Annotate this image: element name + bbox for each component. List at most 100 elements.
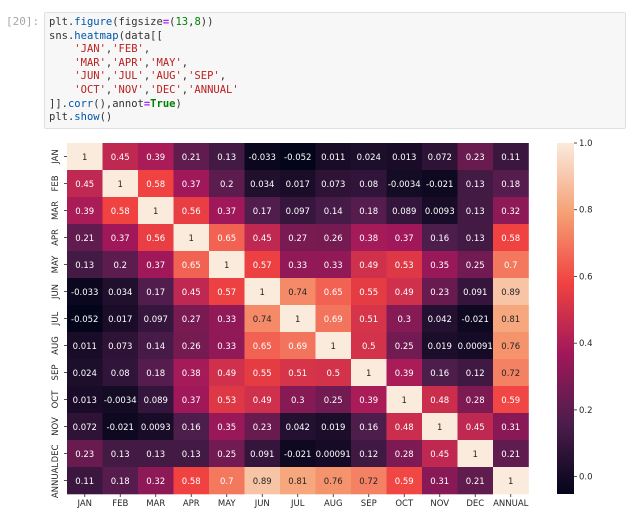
heatmap-cell: [386, 251, 423, 279]
heatmap-cell: [102, 440, 139, 468]
heatmap-cell: [138, 278, 174, 306]
heatmap-cell: [244, 386, 281, 414]
heatmap-cell: [67, 305, 103, 333]
cell-annotation: 0.65: [182, 261, 201, 271]
cell-annotation: -0.0034: [104, 396, 137, 406]
cell-annotation: 0.16: [182, 423, 201, 433]
cell-annotation: 0.31: [430, 477, 449, 487]
heatmap-cell: [67, 197, 103, 225]
cell-annotation: 0.37: [182, 180, 201, 190]
code-line: 'MAR','APR','MAY',: [49, 57, 188, 69]
cell-prompt: [20]:: [6, 15, 40, 28]
cell-annotation: 0.37: [111, 234, 130, 244]
heatmap-cell: [138, 197, 174, 225]
cell-annotation: 0.51: [288, 369, 307, 379]
cell-annotation: 0.097: [286, 207, 310, 217]
cell-annotation: 0.58: [501, 234, 520, 244]
cell-annotation: 0.017: [108, 315, 132, 325]
heatmap-cell: [351, 467, 387, 495]
x-tick-label: JAN: [76, 499, 92, 509]
heatmap-cell: [67, 386, 103, 414]
cell-annotation: 1: [508, 477, 513, 487]
cell-annotation: 0.21: [182, 153, 201, 163]
cell-annotation: 1: [473, 450, 478, 460]
cell-annotation: -0.021: [107, 423, 134, 433]
heatmap-cell: [67, 170, 103, 198]
cell-annotation: 0.55: [359, 288, 378, 298]
heatmap-cell: [280, 224, 316, 252]
cell-annotation: 0.024: [73, 369, 97, 379]
x-tick-label: JUL: [290, 499, 305, 509]
heatmap-chart: 1 0.45 0.39 0.21 0.13 -0.033 -0.052 0.011 0.024 0…: [51, 139, 593, 509]
cell-annotation: 0.042: [428, 315, 452, 325]
heatmap-cell: [138, 332, 174, 360]
code-editor[interactable]: plt.figure(figsize=(13,8)) sns.heatmap(d…: [49, 16, 239, 125]
heatmap-cell: [244, 359, 281, 387]
cell-annotation: 0.00091: [316, 450, 351, 460]
cell-annotation: 1: [295, 315, 300, 325]
cell-annotation: 0.69: [288, 342, 307, 352]
heatmap-cell: [209, 467, 245, 495]
cell-annotation: 0.23: [466, 153, 485, 163]
heatmap-cell: [244, 278, 281, 306]
heatmap-cell: [493, 386, 529, 414]
cell-annotation: 0.45: [466, 423, 485, 433]
heatmap-cell: [457, 278, 494, 306]
heatmap-cell: [280, 413, 316, 441]
cell-annotation: 0.034: [250, 180, 274, 190]
heatmap-cell: [351, 224, 387, 252]
y-tick-label: SEP: [51, 365, 61, 381]
code-token: )): [200, 16, 214, 28]
cell-annotation: 0.58: [182, 477, 201, 487]
heatmap-cell: [351, 143, 387, 171]
cell-annotation: 0.011: [73, 342, 97, 352]
code-token: 'DEC': [150, 83, 182, 96]
heatmap-cell: [173, 143, 210, 171]
heatmap-cell: [386, 413, 423, 441]
cell-annotation: 0.37: [217, 207, 236, 217]
heatmap-cell: [280, 251, 316, 279]
cell-annotation: 0.013: [392, 153, 416, 163]
heatmap-cell: [457, 251, 494, 279]
code-line: plt.figure(figsize=(13,8)): [49, 16, 213, 28]
cell-annotation: 0.39: [395, 369, 414, 379]
x-tick-label: SEP: [361, 499, 377, 509]
cell-annotation: 0.17: [253, 207, 272, 217]
cell-annotation: 0.57: [217, 288, 236, 298]
heatmap-cell: [244, 305, 281, 333]
cell-annotation: 0.59: [501, 396, 520, 406]
code-line: 'OCT','NOV','DEC','ANNUAL': [49, 83, 238, 96]
heatmap-cell: [209, 332, 245, 360]
cell-annotation: 0.3: [291, 396, 305, 406]
y-tick-label: JUN: [51, 284, 61, 300]
cell-annotation: 1: [82, 153, 87, 163]
cell-annotation: 1: [366, 369, 371, 379]
heatmap-cell: [315, 413, 352, 441]
code-line: plt.show(): [49, 111, 112, 123]
cell-annotation: 0.18: [359, 207, 378, 217]
heatmap-cell: [386, 305, 423, 333]
heatmap-cell: [244, 440, 281, 468]
cell-annotation: 0.28: [395, 450, 414, 460]
heatmap-cell: [315, 197, 352, 225]
cell-annotation: 0.13: [466, 234, 485, 244]
heatmap-cell: [209, 224, 245, 252]
heatmap-cell: [351, 440, 387, 468]
heatmap-cell: [209, 440, 245, 468]
code-token: ,: [219, 70, 227, 83]
code-cell-input[interactable]: plt.figure(figsize=(13,8)) sns.heatmap(d…: [44, 12, 626, 129]
code-token: ,: [105, 83, 113, 96]
cell-annotation: 0.81: [501, 315, 520, 325]
heatmap-cell: [493, 467, 529, 495]
heatmap-cell: [457, 224, 494, 252]
cell-annotation: 0.39: [146, 153, 165, 163]
cell-annotation: 0.33: [324, 261, 343, 271]
cell-annotation: 0.33: [288, 261, 307, 271]
cell-annotation: 0.23: [253, 423, 272, 433]
cell-annotation: 0.72: [359, 477, 378, 487]
heatmap-cell: [457, 467, 494, 495]
cell-annotation: 0.37: [182, 396, 201, 406]
cell-annotation: 0.25: [466, 261, 485, 271]
cell-annotation: 0.12: [466, 369, 485, 379]
cell-annotation: 0.12: [359, 450, 378, 460]
